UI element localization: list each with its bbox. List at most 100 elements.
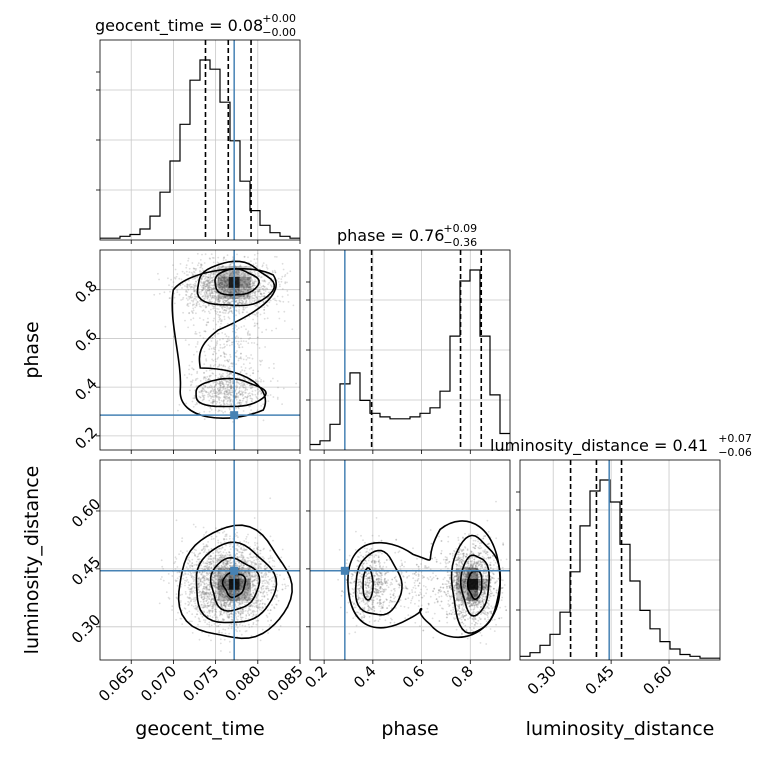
scatter-point xyxy=(247,533,249,536)
scatter-point xyxy=(229,564,231,567)
scatter-point xyxy=(223,300,225,302)
scatter-point xyxy=(208,348,211,351)
scatter-point xyxy=(242,557,245,559)
scatter-point xyxy=(269,571,271,574)
scatter-point xyxy=(187,279,190,282)
scatter-point xyxy=(210,281,213,284)
scatter-point xyxy=(243,255,246,258)
scatter-point xyxy=(256,315,259,318)
scatter-point xyxy=(246,395,249,398)
scatter-point xyxy=(226,403,229,406)
scatter-point xyxy=(277,277,280,280)
scatter-point xyxy=(252,621,255,624)
scatter-point xyxy=(210,594,213,597)
scatter-point xyxy=(249,289,252,291)
scatter-point xyxy=(252,318,255,321)
scatter-point xyxy=(221,276,224,279)
scatter-point xyxy=(216,300,219,303)
scatter-point xyxy=(258,289,261,292)
scatter-point xyxy=(273,580,276,583)
scatter-point xyxy=(263,279,266,282)
scatter-point xyxy=(259,549,262,552)
scatter-point xyxy=(219,293,221,296)
scatter-point xyxy=(259,528,262,531)
scatter-point xyxy=(200,263,203,266)
scatter-point xyxy=(206,560,209,562)
scatter-point xyxy=(244,387,247,390)
scatter-point xyxy=(190,310,193,313)
scatter-point xyxy=(206,289,209,292)
scatter-point xyxy=(221,288,224,290)
scatter-point xyxy=(214,610,217,612)
scatter-point xyxy=(193,297,196,300)
scatter-point xyxy=(202,526,205,529)
scatter-point xyxy=(214,358,217,361)
scatter-point xyxy=(202,595,205,598)
scatter-point xyxy=(222,404,225,406)
scatter-point xyxy=(227,316,230,319)
scatter-point xyxy=(251,398,254,400)
scatter-point xyxy=(193,552,196,554)
scatter-point xyxy=(228,358,231,361)
scatter-point xyxy=(187,600,190,603)
scatter-point xyxy=(281,588,284,591)
scatter-point xyxy=(259,363,262,366)
scatter-point xyxy=(274,255,276,258)
scatter-point xyxy=(206,284,209,287)
scatter-point xyxy=(273,606,275,609)
scatter-point xyxy=(229,382,231,384)
scatter-point xyxy=(227,392,230,395)
scatter-point xyxy=(231,296,234,299)
scatter-point xyxy=(223,352,225,355)
scatter-point xyxy=(230,384,232,387)
scatter-point xyxy=(268,624,271,626)
scatter-point xyxy=(249,271,252,274)
scatter-point xyxy=(263,292,266,295)
scatter-point xyxy=(243,273,246,276)
scatter-point xyxy=(249,276,252,278)
scatter-point xyxy=(237,565,239,567)
scatter-point xyxy=(223,299,226,301)
scatter-point xyxy=(196,303,198,305)
scatter-point xyxy=(247,357,249,359)
scatter-point xyxy=(251,625,253,628)
scatter-point xyxy=(224,280,226,282)
scatter-point xyxy=(268,612,271,615)
scatter-point xyxy=(230,310,233,312)
scatter-point xyxy=(181,287,183,289)
scatter-point xyxy=(207,379,210,381)
scatter-point xyxy=(210,347,213,350)
scatter-point xyxy=(252,372,254,375)
scatter-point xyxy=(234,337,237,340)
scatter-point xyxy=(187,257,190,260)
scatter-point xyxy=(227,383,230,386)
scatter-point xyxy=(247,288,250,291)
scatter-point xyxy=(168,284,170,287)
scatter-point xyxy=(260,405,263,407)
scatter-point xyxy=(208,386,211,389)
scatter-point xyxy=(243,308,246,311)
scatter-point xyxy=(251,298,253,300)
scatter-point xyxy=(203,611,206,614)
scatter-point xyxy=(284,282,287,285)
scatter-point xyxy=(237,611,240,613)
scatter-point xyxy=(171,609,174,611)
scatter-point xyxy=(223,256,226,258)
scatter-point xyxy=(240,340,243,342)
scatter-point xyxy=(235,398,238,401)
scatter-point xyxy=(250,295,253,298)
scatter-point xyxy=(266,317,269,320)
scatter-point xyxy=(223,315,226,318)
scatter-point xyxy=(217,308,220,310)
scatter-point xyxy=(265,614,268,617)
scatter-point xyxy=(212,564,215,567)
scatter-point xyxy=(183,607,186,609)
scatter-point xyxy=(249,334,251,336)
scatter-point xyxy=(220,288,223,291)
scatter-point xyxy=(218,283,220,286)
scatter-point xyxy=(222,388,225,391)
scatter-point xyxy=(196,556,199,558)
scatter-point xyxy=(203,284,206,287)
scatter-point xyxy=(265,579,267,582)
scatter-point xyxy=(235,618,238,620)
